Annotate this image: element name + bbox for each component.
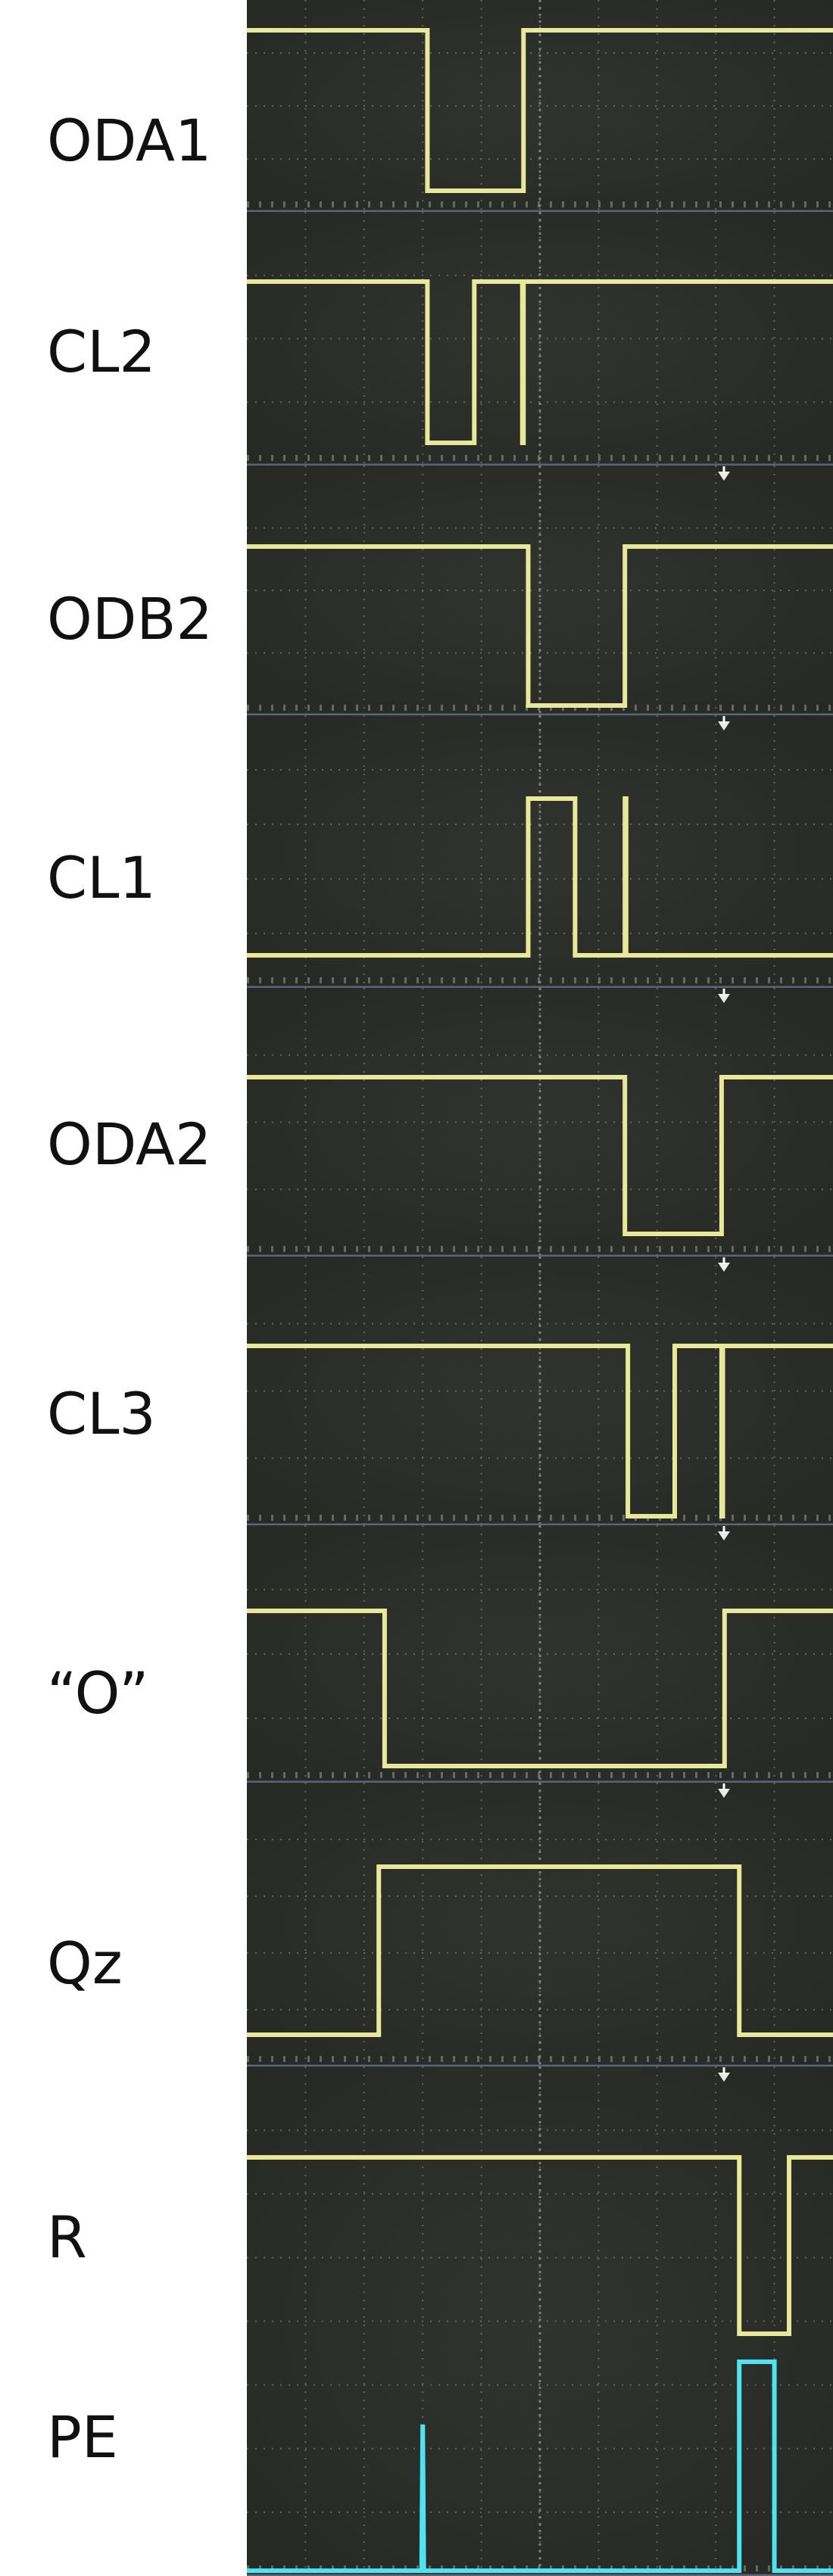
- grid: [247, 988, 833, 1257]
- scope-panel-6: [247, 1257, 833, 1526]
- trigger-marker: [718, 1531, 730, 1540]
- trigger-marker: [718, 472, 730, 481]
- channel-label: PE: [47, 2403, 118, 2471]
- channel-label: CL3: [47, 1380, 156, 1447]
- channel-label: CL2: [47, 318, 156, 385]
- waveform-trace: [247, 2155, 833, 2336]
- channel-label: Qz: [47, 1930, 123, 1997]
- waveform-trace: [247, 279, 833, 445]
- trigger-marker: [718, 994, 730, 1003]
- trigger-marker: [718, 1789, 730, 1798]
- channel-label: ODB2: [47, 585, 213, 653]
- oscilloscope-strip: [247, 0, 833, 2576]
- waveform-trace: [247, 544, 833, 708]
- trigger-marker: [718, 721, 730, 730]
- scope-panel-1: [247, 0, 833, 213]
- grid: [247, 1257, 833, 1525]
- waveform-trace: [247, 1075, 833, 1236]
- scope-panel-7: [247, 1525, 833, 1783]
- scope-panel-8: [247, 1783, 833, 2067]
- trigger-marker: [718, 1263, 730, 1272]
- scope-panel-9: [247, 2067, 833, 2576]
- scope-panel-4: [247, 715, 833, 989]
- channel-label-column: [0, 0, 247, 2576]
- channel-label: “O”: [47, 1659, 149, 1727]
- scope-panel-10: [247, 2360, 833, 2573]
- waveform-trace: [247, 2360, 833, 2573]
- waveform-trace: [247, 796, 833, 958]
- channel-label: CL1: [47, 844, 156, 911]
- scope-panel-5: [247, 988, 833, 1257]
- waveform-trace: [247, 1864, 833, 2037]
- waveform-trace: [247, 28, 833, 193]
- waveform-trace: [247, 1609, 833, 1768]
- channel-label: ODA1: [47, 107, 212, 174]
- channel-label: R: [47, 2204, 87, 2271]
- scope-panel-3: [247, 466, 833, 716]
- scope-panel-2: [247, 212, 833, 466]
- trigger-marker: [718, 2073, 730, 2082]
- waveform-trace: [247, 1344, 833, 1519]
- channel-label: ODA2: [47, 1110, 212, 1178]
